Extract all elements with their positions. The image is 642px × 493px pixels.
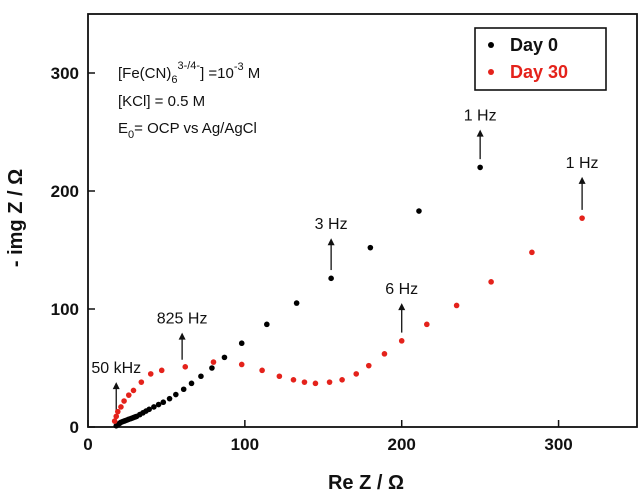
- y-tick-label: 300: [51, 64, 79, 83]
- condition-concentration: [Fe(CN)63-/4-] =10-3 M: [118, 60, 260, 86]
- axis-ticks: 0 100 200 300 0 100 200 300: [51, 64, 573, 454]
- data-point: [166, 395, 173, 402]
- legend-box: [474, 27, 607, 91]
- data-point: [264, 321, 270, 328]
- conditions-text: [Fe(CN)63-/4-] =10-3 M [KCl] = 0.5 M E0=…: [118, 60, 260, 141]
- annotation-label: 3 Hz: [315, 216, 348, 233]
- data-point: [188, 380, 195, 387]
- legend-label-day0: Day 0: [510, 35, 558, 55]
- annotation-label: 1 Hz: [566, 155, 599, 172]
- frequency-annotation: 3 Hz: [315, 216, 348, 271]
- data-point: [353, 371, 360, 377]
- data-point: [301, 379, 308, 385]
- data-point: [488, 279, 494, 285]
- data-point: [424, 321, 430, 328]
- data-point: [111, 418, 118, 424]
- data-point: [381, 351, 388, 357]
- y-tick-label: 100: [51, 300, 79, 319]
- data-point: [293, 300, 300, 306]
- data-point: [146, 406, 152, 413]
- annotation-label: 6 Hz: [385, 281, 418, 298]
- data-point: [276, 373, 283, 380]
- data-point: [198, 373, 204, 380]
- x-tick-label: 200: [388, 435, 416, 454]
- annotation-arrow-head: [398, 303, 406, 311]
- legend-marker-day0: [488, 42, 494, 48]
- data-point: [238, 340, 245, 347]
- data-point: [398, 338, 405, 344]
- annotation-arrow-head: [112, 382, 120, 390]
- data-point: [118, 404, 124, 410]
- data-point: [125, 392, 132, 398]
- y-tick-label: 0: [70, 418, 79, 437]
- data-point: [339, 377, 345, 383]
- data-point: [160, 399, 167, 406]
- data-point: [113, 413, 120, 420]
- annotation-arrow-head: [578, 176, 586, 184]
- x-tick-label: 300: [544, 435, 572, 454]
- annotation-arrow-head: [327, 238, 335, 246]
- plot-frame: [87, 13, 638, 428]
- data-point: [238, 361, 245, 368]
- data-point: [312, 380, 319, 387]
- y-tick-label: 200: [51, 182, 79, 201]
- y-axis-label: - img Z / Ω: [5, 169, 27, 267]
- x-axis-label: Re Z / Ω: [328, 472, 404, 493]
- legend-marker-day30: [488, 69, 494, 75]
- x-tick-label: 100: [231, 435, 259, 454]
- condition-kcl: [KCl] = 0.5 M: [118, 93, 205, 110]
- data-point: [416, 208, 422, 214]
- data-point: [180, 386, 187, 393]
- data-point: [259, 367, 265, 374]
- data-point: [182, 364, 189, 370]
- data-point: [290, 377, 297, 383]
- data-point: [579, 215, 585, 221]
- frequency-annotation: 825 Hz: [157, 311, 208, 360]
- frequency-annotation: 1 Hz: [464, 108, 497, 160]
- data-point: [221, 354, 228, 361]
- series-day-30: [111, 215, 585, 424]
- frequency-annotation: 50 kHz: [91, 360, 141, 413]
- data-point: [115, 408, 121, 415]
- data-point: [147, 371, 154, 377]
- frequency-annotations: 50 kHz 825 Hz 3 Hz 6 Hz 1 Hz 1 Hz: [91, 108, 599, 413]
- data-point: [365, 362, 372, 369]
- data-point: [158, 367, 165, 374]
- condition-potential: E0= OCP vs Ag/AgCl: [118, 120, 257, 141]
- data-point: [209, 365, 215, 371]
- data-point: [453, 302, 460, 309]
- data-point: [138, 379, 145, 385]
- annotation-label: 825 Hz: [157, 311, 208, 328]
- series-day-0: [113, 164, 483, 429]
- annotation-arrow-head: [178, 332, 186, 340]
- data-point: [328, 275, 334, 282]
- data-point: [210, 359, 217, 365]
- legend: Day 0 Day 30: [474, 27, 607, 91]
- data-point: [367, 244, 374, 251]
- annotation-arrow-head: [476, 129, 484, 137]
- data-point: [151, 404, 157, 410]
- data-point: [477, 164, 483, 171]
- data-series: [111, 164, 585, 429]
- annotation-label: 50 kHz: [91, 360, 141, 377]
- data-point: [326, 379, 333, 385]
- frequency-annotation: 6 Hz: [385, 281, 418, 333]
- data-point: [130, 387, 137, 394]
- annotation-label: 1 Hz: [464, 108, 497, 125]
- x-tick-label: 0: [83, 435, 92, 454]
- data-point: [121, 398, 127, 404]
- legend-label-day30: Day 30: [510, 62, 568, 82]
- data-point: [529, 249, 535, 256]
- frequency-annotation: 1 Hz: [566, 155, 599, 210]
- data-point: [173, 391, 179, 398]
- data-point: [155, 401, 162, 408]
